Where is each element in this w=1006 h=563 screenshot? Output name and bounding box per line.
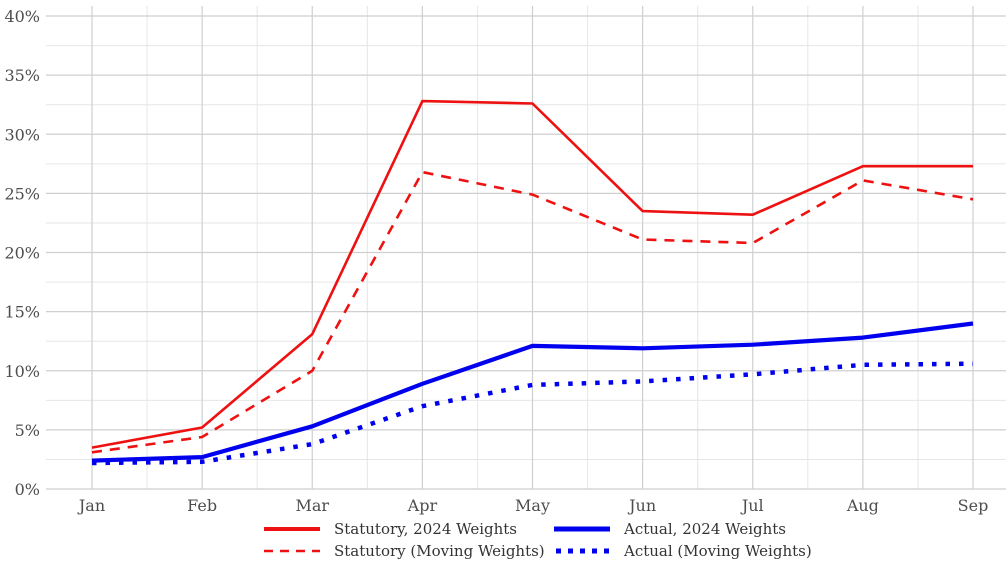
x-axis: Jan Feb Mar Apr May Jun Jul Aug Sep bbox=[77, 496, 988, 515]
y-tick-label: 5% bbox=[15, 421, 40, 440]
legend-item-actual-moving: Actual (Moving Weights) bbox=[552, 540, 812, 562]
y-tick-label: 40% bbox=[4, 7, 40, 26]
x-tick-label: Jul bbox=[740, 496, 764, 515]
legend-swatch-dashed-red bbox=[264, 549, 320, 553]
series-line-statutory-2024-weights bbox=[91, 99, 973, 449]
legend-label: Statutory (Moving Weights) bbox=[334, 542, 545, 560]
y-tick-label: 30% bbox=[4, 125, 40, 144]
y-tick-label: 10% bbox=[4, 362, 40, 381]
legend-label: Actual (Moving Weights) bbox=[624, 542, 812, 560]
series-line-actual-2024-weights bbox=[91, 321, 974, 463]
series-lines bbox=[91, 99, 974, 466]
legend-item-actual-2024: Actual, 2024 Weights bbox=[552, 518, 786, 540]
y-axis: 0% 5% 10% 15% 20% 25% 30% 35% 40% bbox=[4, 7, 40, 499]
series-line-statutory-moving-weights bbox=[91, 170, 974, 454]
legend-label: Actual, 2024 Weights bbox=[624, 520, 786, 538]
x-tick-label: May bbox=[515, 496, 550, 515]
x-tick-label: Apr bbox=[407, 496, 438, 515]
y-tick-label: 25% bbox=[4, 184, 40, 203]
legend-swatch-dotted-blue bbox=[556, 548, 610, 554]
y-tick-label: 0% bbox=[15, 480, 40, 499]
x-tick-label: Aug bbox=[846, 496, 879, 515]
x-tick-label: Jan bbox=[77, 496, 105, 515]
legend: Statutory, 2024 Weights Actual, 2024 Wei… bbox=[262, 518, 822, 562]
x-tick-label: Mar bbox=[295, 496, 329, 515]
legend-item-statutory-2024: Statutory, 2024 Weights bbox=[262, 518, 517, 540]
legend-swatch-solid-blue bbox=[554, 526, 610, 532]
legend-label: Statutory, 2024 Weights bbox=[334, 520, 517, 538]
x-tick-label: Sep bbox=[958, 496, 989, 515]
legend-swatch-solid-red bbox=[264, 527, 320, 531]
legend-item-statutory-moving: Statutory (Moving Weights) bbox=[262, 540, 545, 562]
x-tick-label: Jun bbox=[627, 496, 656, 515]
x-tick-label: Feb bbox=[187, 496, 217, 515]
y-tick-label: 35% bbox=[4, 66, 40, 85]
series-line-actual-moving-weights bbox=[91, 361, 974, 466]
y-tick-label: 20% bbox=[4, 244, 40, 263]
grid bbox=[46, 6, 1006, 490]
y-tick-label: 15% bbox=[4, 303, 40, 322]
